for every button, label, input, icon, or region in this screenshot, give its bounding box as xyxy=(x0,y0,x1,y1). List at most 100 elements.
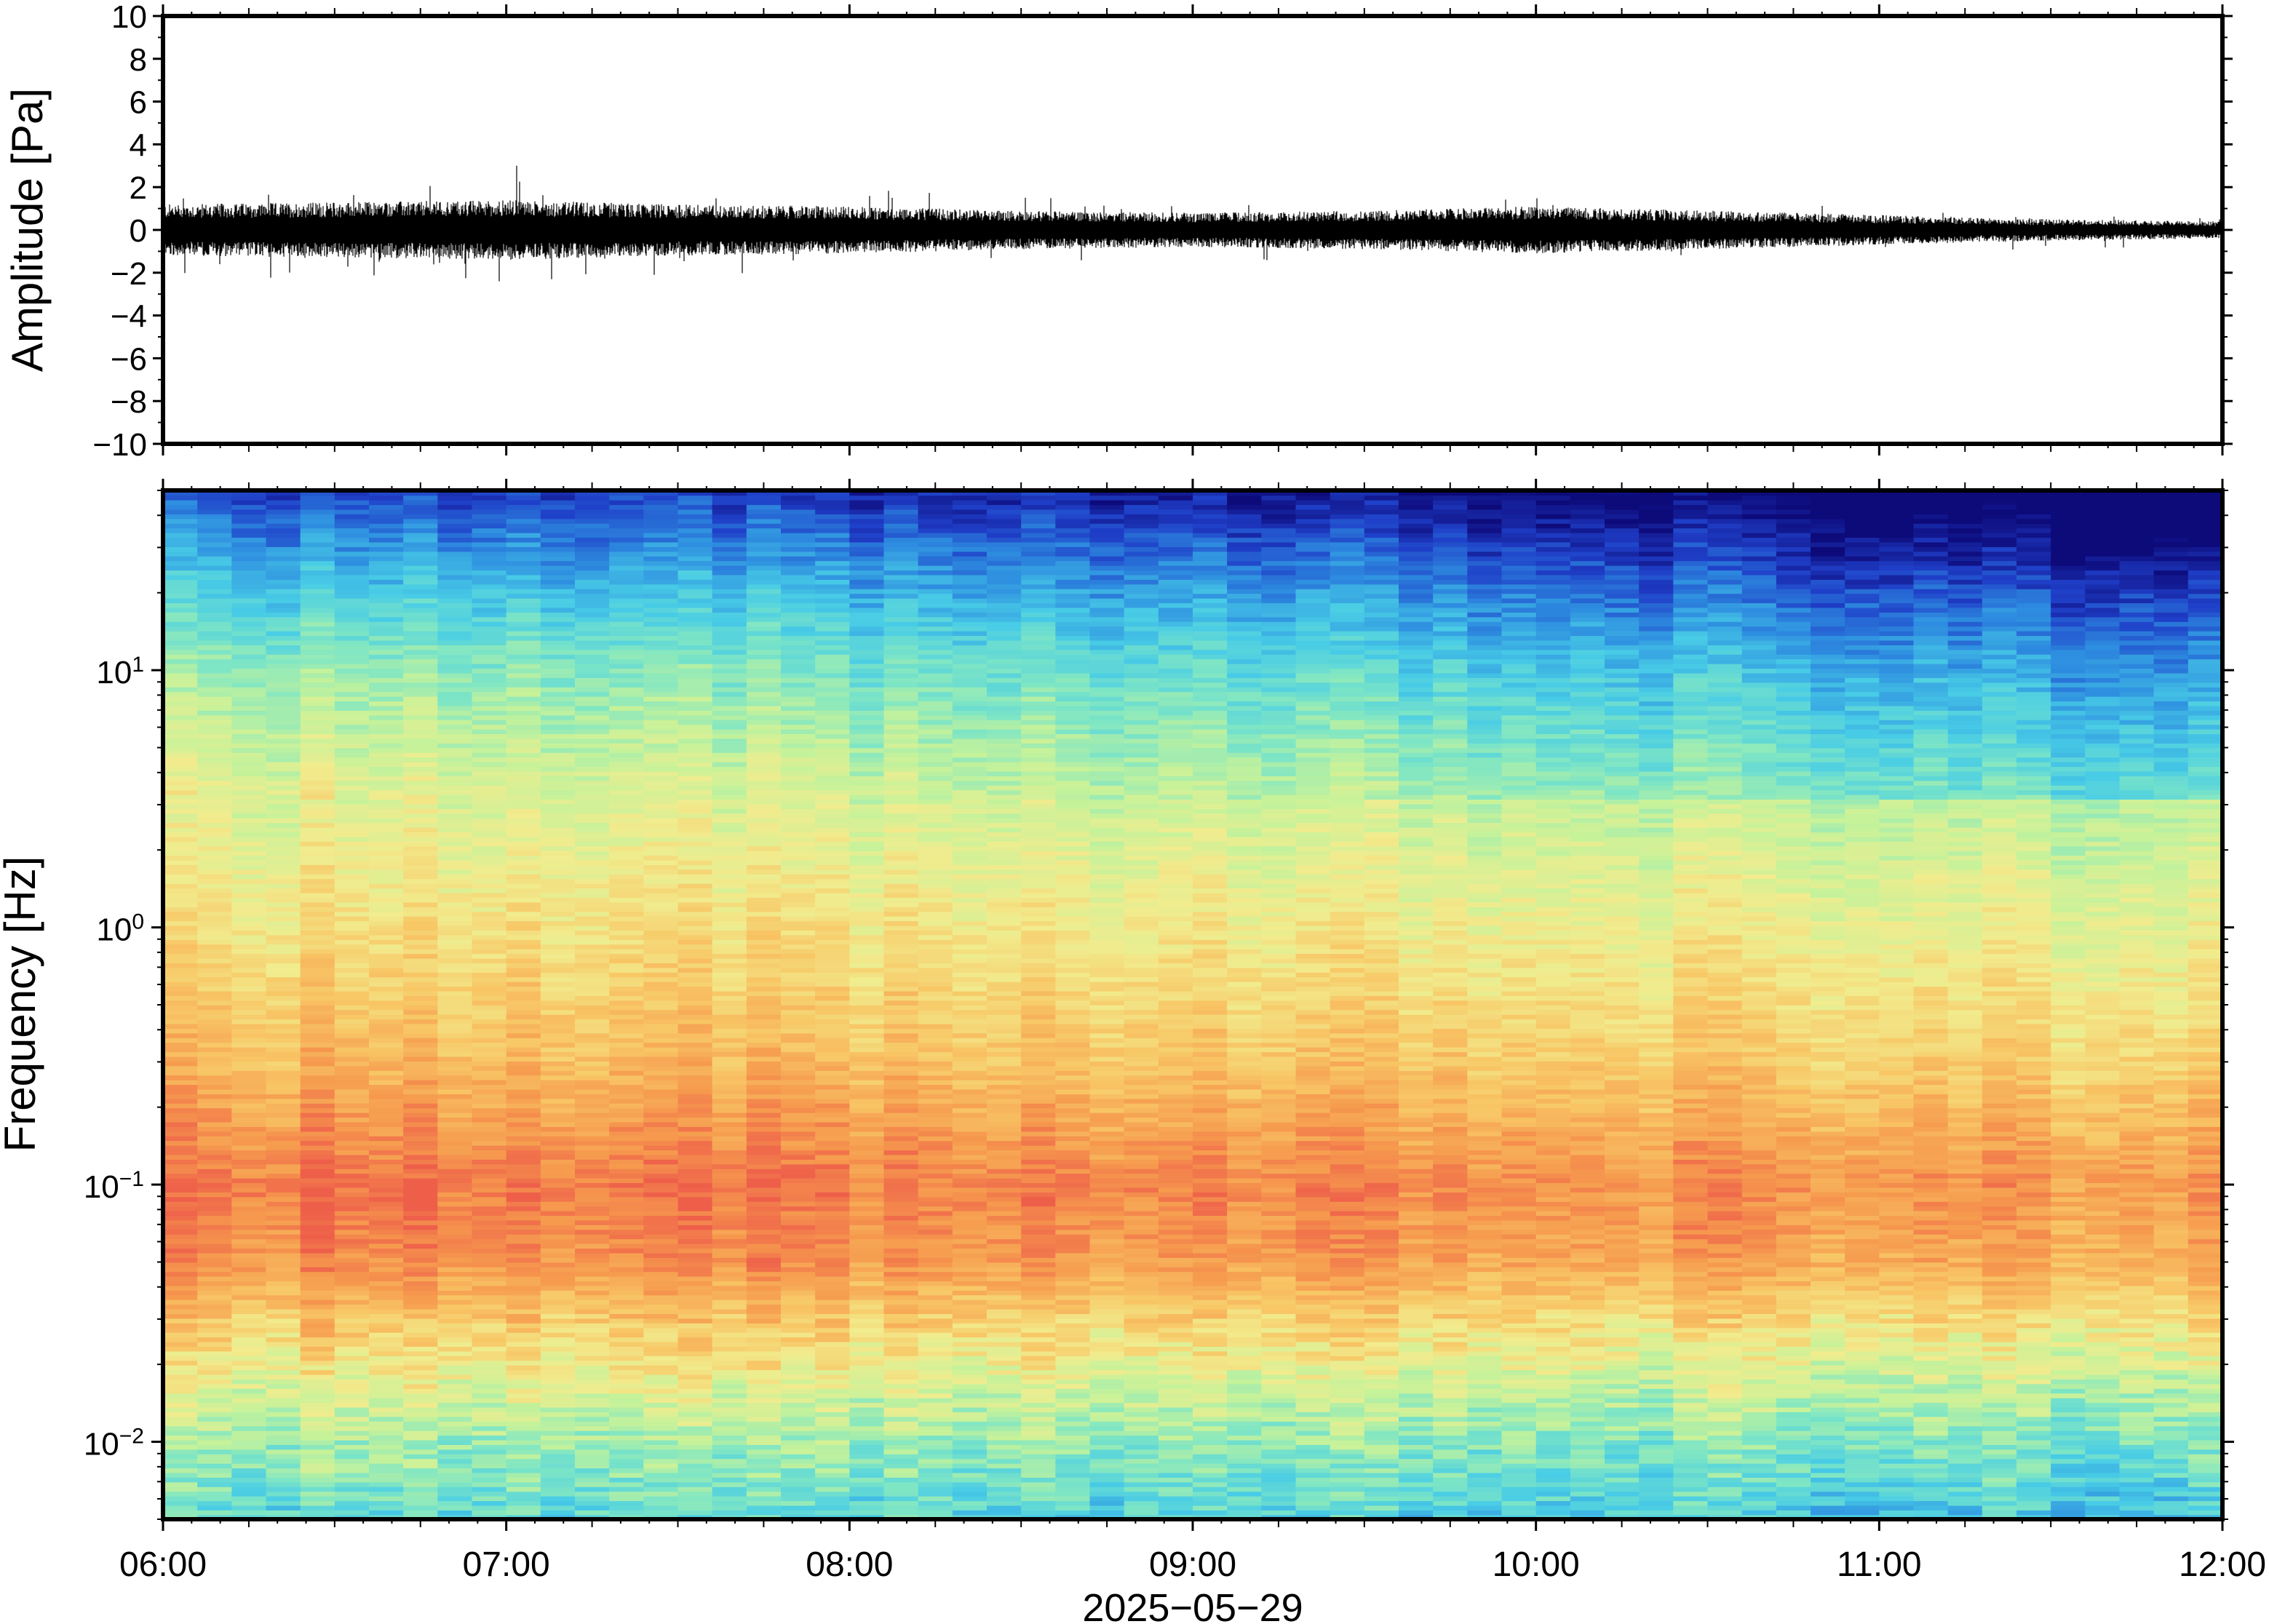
spectrogram-cell xyxy=(163,1299,198,1305)
spectrogram-cell xyxy=(300,1468,335,1473)
spectrogram-cell xyxy=(300,799,335,805)
spectrogram-cell xyxy=(334,1327,370,1333)
spectrogram-cell xyxy=(746,1350,782,1356)
spectrogram-cell xyxy=(849,841,885,847)
spectrogram-cell xyxy=(815,1350,851,1356)
spectrogram-cell xyxy=(437,570,473,576)
spectrogram-cell xyxy=(575,803,610,809)
spectrogram-cell xyxy=(403,616,439,622)
spectrogram-cell xyxy=(163,1294,198,1300)
spectrogram-cell xyxy=(472,832,507,837)
spectrogram-cell xyxy=(403,710,439,716)
spectrogram-cell xyxy=(197,546,233,552)
spectrogram-cell xyxy=(712,738,747,744)
spectrogram-cell xyxy=(643,649,679,655)
spectrogram-cell xyxy=(815,630,851,637)
spectrogram-cell xyxy=(849,944,885,950)
spectrogram-cell xyxy=(575,1430,610,1436)
spectrogram-cell xyxy=(781,1168,816,1174)
spectrogram-cell xyxy=(369,1477,404,1483)
spectrogram-cell xyxy=(540,1397,576,1404)
spectrogram-cell xyxy=(849,934,885,940)
spectrogram-cell xyxy=(334,602,370,608)
spectrogram-cell xyxy=(334,990,370,996)
spectrogram-cell xyxy=(163,757,198,763)
spectrogram-cell xyxy=(815,1449,851,1454)
spectrogram-cell xyxy=(472,537,507,543)
spectrogram-cell xyxy=(197,653,233,660)
spectrogram-cell xyxy=(677,1098,713,1104)
spectrogram-cell xyxy=(300,1121,335,1127)
spectrogram-cell xyxy=(163,752,198,758)
spectrogram-cell xyxy=(677,597,713,604)
spectrogram-cell xyxy=(266,1046,301,1053)
spectrogram-cell xyxy=(437,1065,473,1071)
spectrogram-cell xyxy=(643,1112,679,1118)
spectrogram-cell xyxy=(266,1215,301,1221)
spectrogram-cell xyxy=(403,953,439,959)
spectrogram-cell xyxy=(643,1294,679,1300)
spectrogram-cell xyxy=(849,958,885,963)
spectrogram-cell xyxy=(197,1094,233,1099)
spectrogram-cell xyxy=(403,1397,439,1404)
spectrogram-cell xyxy=(883,883,919,889)
spectrogram-cell xyxy=(815,490,851,496)
spectrogram-cell xyxy=(677,1243,713,1249)
amplitude-y-tick-label: −4 xyxy=(111,299,147,335)
spectrogram-cell xyxy=(849,892,885,898)
spectrogram-cell xyxy=(746,1304,782,1310)
spectrogram-cell xyxy=(197,570,233,576)
spectrogram-cell xyxy=(437,597,473,604)
spectrogram-cell xyxy=(575,499,610,506)
spectrogram-cell xyxy=(334,1140,370,1146)
spectrogram-cell xyxy=(231,1383,267,1389)
spectrogram-cell xyxy=(472,668,507,674)
spectrogram-cell xyxy=(643,794,679,800)
spectrogram-cell xyxy=(575,1206,610,1211)
spectrogram-cell xyxy=(540,490,576,496)
spectrogram-cell xyxy=(506,948,541,955)
spectrogram-cell xyxy=(643,686,679,693)
spectrogram-cell xyxy=(883,1393,919,1398)
spectrogram-cell xyxy=(849,1135,885,1142)
spectrogram-cell xyxy=(266,640,301,645)
spectrogram-cell xyxy=(677,976,713,982)
spectrogram-cell xyxy=(369,1416,404,1422)
spectrogram-cell xyxy=(437,808,473,814)
spectrogram-cell xyxy=(746,841,782,847)
spectrogram-cell xyxy=(609,944,645,950)
spectrogram-cell xyxy=(883,1177,919,1184)
spectrogram-cell xyxy=(609,1150,645,1155)
spectrogram-cell xyxy=(849,995,885,1001)
spectrogram-cell xyxy=(609,1219,645,1225)
spectrogram-cell xyxy=(746,761,782,768)
spectrogram-cell xyxy=(437,1425,473,1431)
spectrogram-cell xyxy=(883,1187,919,1193)
spectrogram-cell xyxy=(540,771,576,776)
spectrogram-cell xyxy=(746,1444,782,1450)
spectrogram-cell xyxy=(300,1112,335,1118)
spectrogram-cell xyxy=(746,1491,782,1497)
spectrogram-cell xyxy=(575,1406,610,1412)
spectrogram-cell xyxy=(266,719,301,725)
spectrogram-cell xyxy=(849,1439,885,1445)
spectrogram-cell xyxy=(437,626,473,632)
spectrogram-cell xyxy=(334,1332,370,1338)
spectrogram-cell xyxy=(231,972,267,978)
spectrogram-cell xyxy=(540,555,576,562)
spectrogram-cell xyxy=(403,701,439,706)
spectrogram-cell xyxy=(300,1290,335,1296)
spectrogram-cell xyxy=(472,1163,507,1169)
spectrogram-cell xyxy=(849,1346,885,1352)
spectrogram-cell xyxy=(334,630,370,637)
spectrogram-cell xyxy=(540,1468,576,1473)
spectrogram-cell xyxy=(781,1379,816,1385)
spectrogram-cell xyxy=(849,1416,885,1422)
spectrogram-cell xyxy=(677,621,713,627)
spectrogram-cell xyxy=(163,1028,198,1034)
spectrogram-cell xyxy=(781,593,816,599)
spectrogram-cell xyxy=(197,509,233,514)
spectrogram-cell xyxy=(403,663,439,669)
spectrogram-cell xyxy=(609,1481,645,1487)
spectrogram-cell xyxy=(815,1210,851,1217)
